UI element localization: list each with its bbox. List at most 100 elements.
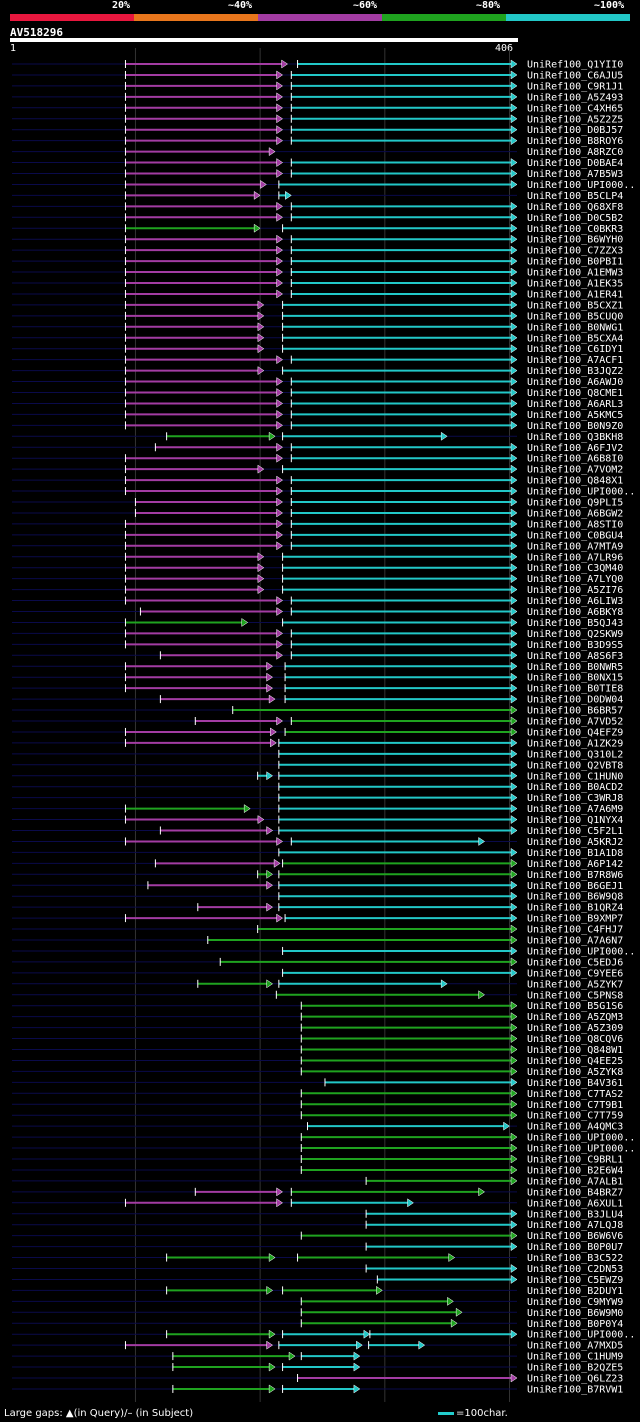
hit-label: UniRef100_A5KRJ2 xyxy=(527,837,623,848)
axis-start-label: 1 xyxy=(10,43,17,54)
hit-label: UniRef100_A5ZYK8 xyxy=(527,1067,623,1078)
hit-label: UniRef100_C3WRJ8 xyxy=(527,793,623,804)
hit-label: UniRef100_A6XUL1 xyxy=(527,1198,623,1209)
segment-end-arrow xyxy=(510,420,518,430)
segment-end-arrow xyxy=(510,179,518,189)
segment-end-arrow xyxy=(276,409,284,419)
hit-label: UniRef100_UPI000.. xyxy=(527,1144,635,1155)
hit-label: UniRef100_B0NWG1 xyxy=(527,322,623,333)
segment-end-arrow xyxy=(510,1154,518,1164)
segment-end-arrow xyxy=(418,1340,426,1350)
segment-end-arrow xyxy=(510,70,518,80)
segment-end-arrow xyxy=(478,836,486,846)
segment-end-arrow xyxy=(270,727,277,737)
axis-end-label: 406 xyxy=(495,43,514,54)
hit-label: UniRef100_A7LQJ8 xyxy=(527,1220,623,1231)
segment-end-arrow xyxy=(510,519,518,529)
hit-label: UniRef100_B6W6V6 xyxy=(527,1231,623,1242)
hit-label: UniRef100_B3JQZ2 xyxy=(527,366,623,377)
segment-end-arrow xyxy=(276,136,284,146)
hit-label: UniRef100_C4FHJ7 xyxy=(527,925,623,936)
segment-end-arrow xyxy=(276,125,284,135)
segment-end-arrow xyxy=(276,398,284,408)
segment-end-arrow xyxy=(273,858,281,868)
gaps-legend: Large gaps: ▲(in Query)/– (in Subject) xyxy=(4,1408,194,1419)
segment-end-arrow xyxy=(510,957,518,967)
hit-label: UniRef100_B7RVW1 xyxy=(527,1384,623,1395)
hit-label: UniRef100_B2QZE5 xyxy=(527,1363,623,1374)
hit-label: UniRef100_UPI000.. xyxy=(527,487,635,498)
segment-end-arrow xyxy=(510,639,518,649)
segment-end-arrow xyxy=(510,1001,518,1011)
hit-label: UniRef100_Q848X1 xyxy=(527,476,623,487)
segment-end-arrow xyxy=(257,563,265,573)
hit-label: UniRef100_B3D9S5 xyxy=(527,640,623,651)
legend-label-100: ~100% xyxy=(594,0,625,11)
legend-swatch-60 xyxy=(258,14,382,21)
segment-end-arrow xyxy=(276,442,284,452)
segment-end-arrow xyxy=(510,81,518,91)
hit-label: UniRef100_A7B5W3 xyxy=(527,169,623,180)
hit-label: UniRef100_C6AJU5 xyxy=(527,70,623,81)
segment-end-arrow xyxy=(510,826,518,835)
hit-label: UniRef100_A5ZYK7 xyxy=(527,979,623,990)
segment-end-arrow xyxy=(266,661,274,671)
segment-end-arrow xyxy=(257,300,265,310)
segment-end-arrow xyxy=(510,1220,518,1230)
hit-label: UniRef100_C2DN53 xyxy=(527,1264,623,1275)
hit-label: UniRef100_C0BKR3 xyxy=(527,224,623,235)
segment-end-arrow xyxy=(510,103,518,113)
segment-end-arrow xyxy=(268,694,276,704)
hit-label: UniRef100_A7MTA9 xyxy=(527,541,623,552)
hit-label: UniRef100_C7ZZX3 xyxy=(527,246,623,257)
segment-end-arrow xyxy=(276,1198,284,1208)
segment-end-arrow xyxy=(510,136,518,146)
segment-end-arrow xyxy=(510,607,518,616)
hit-label: UniRef100_A7ALB1 xyxy=(527,1176,623,1187)
segment-end-arrow xyxy=(276,256,284,266)
segment-end-arrow xyxy=(510,1110,518,1120)
hit-label: UniRef100_B6BR57 xyxy=(527,706,623,717)
segment-end-arrow xyxy=(510,1045,518,1054)
segment-end-arrow xyxy=(276,278,284,288)
legend-swatch-100 xyxy=(506,14,630,21)
hit-label: UniRef100_A7MXD5 xyxy=(527,1341,623,1352)
segment-end-arrow xyxy=(510,1209,518,1219)
hit-label: UniRef100_B0P0U7 xyxy=(527,1242,623,1253)
hit-label: UniRef100_B3C522 xyxy=(527,1253,623,1264)
hit-label: UniRef100_A1EMW3 xyxy=(527,268,623,279)
segment-end-arrow xyxy=(510,749,518,759)
segment-end-arrow xyxy=(440,431,448,441)
segment-end-arrow xyxy=(257,333,265,343)
legend-label-20: 20% xyxy=(112,0,131,11)
segment-end-arrow xyxy=(276,639,284,649)
scale-line-icon xyxy=(438,1411,454,1415)
legend-label-40: ~40% xyxy=(228,0,253,11)
segment-end-arrow xyxy=(276,355,284,365)
segment-end-arrow xyxy=(376,1285,383,1295)
hit-label: UniRef100_A5ZI76 xyxy=(527,585,623,596)
segment-end-arrow xyxy=(510,1165,518,1175)
segment-end-arrow xyxy=(510,628,518,638)
segment-end-arrow xyxy=(253,223,261,233)
hit-label: UniRef100_A7VOM2 xyxy=(527,465,623,476)
segment-end-arrow xyxy=(510,913,518,923)
segment-end-arrow xyxy=(455,1307,463,1317)
hit-label: UniRef100_A6AWJ0 xyxy=(527,377,623,388)
identity-legend: 20% ~40% ~60% ~80% ~100% xyxy=(10,0,630,22)
hit-label: UniRef100_B7R8W6 xyxy=(527,870,623,881)
hit-label: UniRef100_A6P142 xyxy=(527,859,623,870)
hit-label: UniRef100_C7T9B1 xyxy=(527,1100,623,1111)
segment-end-arrow xyxy=(440,979,448,989)
hit-label: UniRef100_C7TAS2 xyxy=(527,1089,623,1100)
hit-label: UniRef100_B5CXA4 xyxy=(527,333,623,344)
hit-label: UniRef100_Q8CME1 xyxy=(527,388,623,399)
hit-label: UniRef100_B0TIE8 xyxy=(527,684,623,695)
hit-label: UniRef100_Q1NYX4 xyxy=(527,815,623,826)
segment-end-arrow xyxy=(510,1055,518,1065)
hit-label: UniRef100_B5G1S6 xyxy=(527,1001,623,1012)
segment-end-arrow xyxy=(510,256,518,266)
hit-label: UniRef100_B5CLP4 xyxy=(527,191,623,202)
segment-end-arrow xyxy=(510,683,518,693)
segment-end-arrow xyxy=(510,234,518,244)
